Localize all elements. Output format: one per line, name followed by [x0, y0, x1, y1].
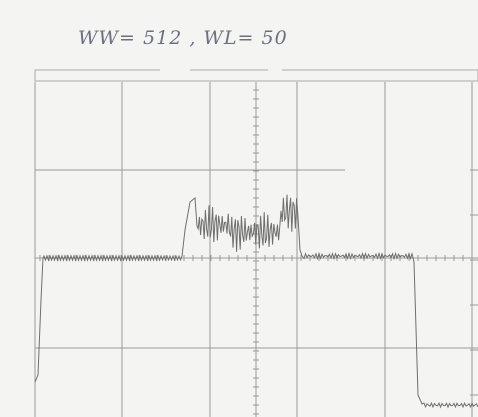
header-bar [34, 69, 478, 82]
signal-trace [34, 194, 478, 409]
window-settings-note: WW= 512 , WL= 50 [78, 27, 288, 49]
header-frame [34, 69, 478, 82]
